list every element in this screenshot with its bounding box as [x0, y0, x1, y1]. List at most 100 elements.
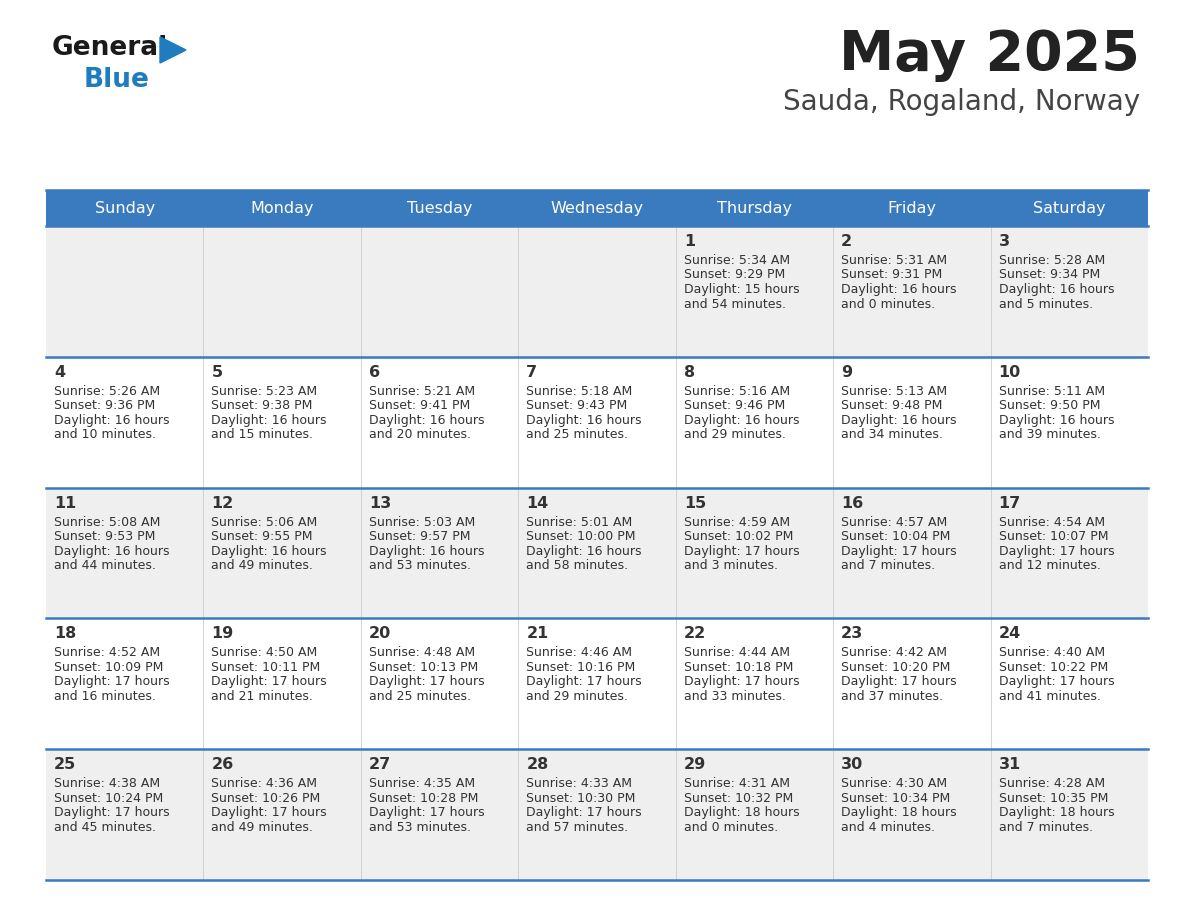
Bar	[46, 226, 1148, 357]
Text: Sunrise: 4:42 AM: Sunrise: 4:42 AM	[841, 646, 947, 659]
Text: Saturday: Saturday	[1034, 200, 1106, 216]
Text: Sunset: 10:18 PM: Sunset: 10:18 PM	[684, 661, 794, 674]
Text: Daylight: 17 hours: Daylight: 17 hours	[526, 806, 642, 819]
Text: and 20 minutes.: and 20 minutes.	[368, 429, 470, 442]
Text: Daylight: 16 hours: Daylight: 16 hours	[999, 283, 1114, 296]
Polygon shape	[160, 37, 187, 63]
Text: Daylight: 18 hours: Daylight: 18 hours	[999, 806, 1114, 819]
Text: 7: 7	[526, 364, 537, 380]
Text: Sunset: 10:20 PM: Sunset: 10:20 PM	[841, 661, 950, 674]
Text: 29: 29	[684, 757, 706, 772]
Text: and 5 minutes.: and 5 minutes.	[999, 297, 1093, 310]
Text: and 25 minutes.: and 25 minutes.	[526, 429, 628, 442]
Text: Monday: Monday	[251, 200, 314, 216]
Text: Sunrise: 5:26 AM: Sunrise: 5:26 AM	[53, 385, 160, 397]
Text: Sunrise: 4:50 AM: Sunrise: 4:50 AM	[211, 646, 317, 659]
Text: Sunset: 9:41 PM: Sunset: 9:41 PM	[368, 399, 470, 412]
Text: Daylight: 16 hours: Daylight: 16 hours	[841, 414, 956, 427]
Text: and 33 minutes.: and 33 minutes.	[684, 690, 785, 703]
Text: Sauda, Rogaland, Norway: Sauda, Rogaland, Norway	[783, 88, 1140, 116]
Text: 22: 22	[684, 626, 706, 642]
Text: 30: 30	[841, 757, 864, 772]
Text: Sunday: Sunday	[95, 200, 154, 216]
Text: Sunset: 10:11 PM: Sunset: 10:11 PM	[211, 661, 321, 674]
Text: Sunrise: 5:06 AM: Sunrise: 5:06 AM	[211, 516, 317, 529]
Text: Sunrise: 5:23 AM: Sunrise: 5:23 AM	[211, 385, 317, 397]
Text: Sunrise: 4:38 AM: Sunrise: 4:38 AM	[53, 778, 160, 790]
Text: Sunrise: 5:21 AM: Sunrise: 5:21 AM	[368, 385, 475, 397]
Text: and 34 minutes.: and 34 minutes.	[841, 429, 943, 442]
Text: Sunrise: 5:31 AM: Sunrise: 5:31 AM	[841, 254, 947, 267]
Text: and 10 minutes.: and 10 minutes.	[53, 429, 156, 442]
Text: 24: 24	[999, 626, 1020, 642]
Text: and 37 minutes.: and 37 minutes.	[841, 690, 943, 703]
Text: and 54 minutes.: and 54 minutes.	[684, 297, 785, 310]
Text: Daylight: 16 hours: Daylight: 16 hours	[211, 414, 327, 427]
Text: Daylight: 17 hours: Daylight: 17 hours	[841, 676, 956, 688]
Text: Sunset: 10:24 PM: Sunset: 10:24 PM	[53, 791, 163, 805]
Text: 23: 23	[841, 626, 864, 642]
Text: Sunrise: 4:59 AM: Sunrise: 4:59 AM	[684, 516, 790, 529]
Text: Daylight: 16 hours: Daylight: 16 hours	[211, 544, 327, 557]
Text: and 29 minutes.: and 29 minutes.	[526, 690, 628, 703]
Text: 10: 10	[999, 364, 1020, 380]
Text: Sunrise: 5:08 AM: Sunrise: 5:08 AM	[53, 516, 160, 529]
Text: Sunset: 9:57 PM: Sunset: 9:57 PM	[368, 530, 470, 543]
Text: Sunset: 10:35 PM: Sunset: 10:35 PM	[999, 791, 1108, 805]
Text: and 16 minutes.: and 16 minutes.	[53, 690, 156, 703]
Text: Friday: Friday	[887, 200, 936, 216]
Bar	[46, 749, 1148, 880]
Text: 2: 2	[841, 234, 852, 249]
Text: 13: 13	[368, 496, 391, 510]
Text: Daylight: 16 hours: Daylight: 16 hours	[53, 544, 170, 557]
Text: Sunset: 10:22 PM: Sunset: 10:22 PM	[999, 661, 1108, 674]
Text: and 0 minutes.: and 0 minutes.	[684, 821, 778, 834]
Text: Blue: Blue	[84, 67, 150, 93]
Text: 4: 4	[53, 364, 65, 380]
Text: Sunset: 9:29 PM: Sunset: 9:29 PM	[684, 268, 785, 282]
Text: and 53 minutes.: and 53 minutes.	[368, 821, 470, 834]
Text: Sunset: 9:46 PM: Sunset: 9:46 PM	[684, 399, 785, 412]
Text: Sunrise: 5:28 AM: Sunrise: 5:28 AM	[999, 254, 1105, 267]
Text: Sunset: 10:00 PM: Sunset: 10:00 PM	[526, 530, 636, 543]
Text: Daylight: 17 hours: Daylight: 17 hours	[53, 806, 170, 819]
Text: and 41 minutes.: and 41 minutes.	[999, 690, 1100, 703]
Text: 3: 3	[999, 234, 1010, 249]
Text: and 49 minutes.: and 49 minutes.	[211, 559, 314, 572]
Text: Sunrise: 5:13 AM: Sunrise: 5:13 AM	[841, 385, 947, 397]
Text: Daylight: 17 hours: Daylight: 17 hours	[526, 676, 642, 688]
Text: 19: 19	[211, 626, 234, 642]
Text: Sunrise: 4:31 AM: Sunrise: 4:31 AM	[684, 778, 790, 790]
Text: Wednesday: Wednesday	[550, 200, 644, 216]
Text: Sunset: 10:16 PM: Sunset: 10:16 PM	[526, 661, 636, 674]
Text: 6: 6	[368, 364, 380, 380]
Text: 8: 8	[684, 364, 695, 380]
Text: Sunrise: 4:57 AM: Sunrise: 4:57 AM	[841, 516, 947, 529]
Text: Sunrise: 4:28 AM: Sunrise: 4:28 AM	[999, 778, 1105, 790]
Bar	[46, 357, 1148, 487]
Text: 9: 9	[841, 364, 852, 380]
Text: Sunset: 9:36 PM: Sunset: 9:36 PM	[53, 399, 156, 412]
Text: Sunset: 9:34 PM: Sunset: 9:34 PM	[999, 268, 1100, 282]
Text: Daylight: 16 hours: Daylight: 16 hours	[684, 414, 800, 427]
Text: Daylight: 17 hours: Daylight: 17 hours	[999, 676, 1114, 688]
Text: Daylight: 17 hours: Daylight: 17 hours	[211, 676, 327, 688]
Text: Daylight: 17 hours: Daylight: 17 hours	[999, 544, 1114, 557]
Text: 20: 20	[368, 626, 391, 642]
Text: and 25 minutes.: and 25 minutes.	[368, 690, 470, 703]
Text: Sunrise: 4:46 AM: Sunrise: 4:46 AM	[526, 646, 632, 659]
Text: and 45 minutes.: and 45 minutes.	[53, 821, 156, 834]
Text: Sunset: 10:26 PM: Sunset: 10:26 PM	[211, 791, 321, 805]
Text: Sunset: 9:38 PM: Sunset: 9:38 PM	[211, 399, 312, 412]
Text: Daylight: 16 hours: Daylight: 16 hours	[841, 283, 956, 296]
Text: Sunrise: 5:34 AM: Sunrise: 5:34 AM	[684, 254, 790, 267]
Text: Sunrise: 4:48 AM: Sunrise: 4:48 AM	[368, 646, 475, 659]
Text: Sunrise: 4:40 AM: Sunrise: 4:40 AM	[999, 646, 1105, 659]
Text: 28: 28	[526, 757, 549, 772]
Text: Daylight: 17 hours: Daylight: 17 hours	[684, 544, 800, 557]
Text: Daylight: 16 hours: Daylight: 16 hours	[368, 544, 485, 557]
Text: and 58 minutes.: and 58 minutes.	[526, 559, 628, 572]
Text: Sunrise: 4:54 AM: Sunrise: 4:54 AM	[999, 516, 1105, 529]
Text: 18: 18	[53, 626, 76, 642]
Text: and 44 minutes.: and 44 minutes.	[53, 559, 156, 572]
